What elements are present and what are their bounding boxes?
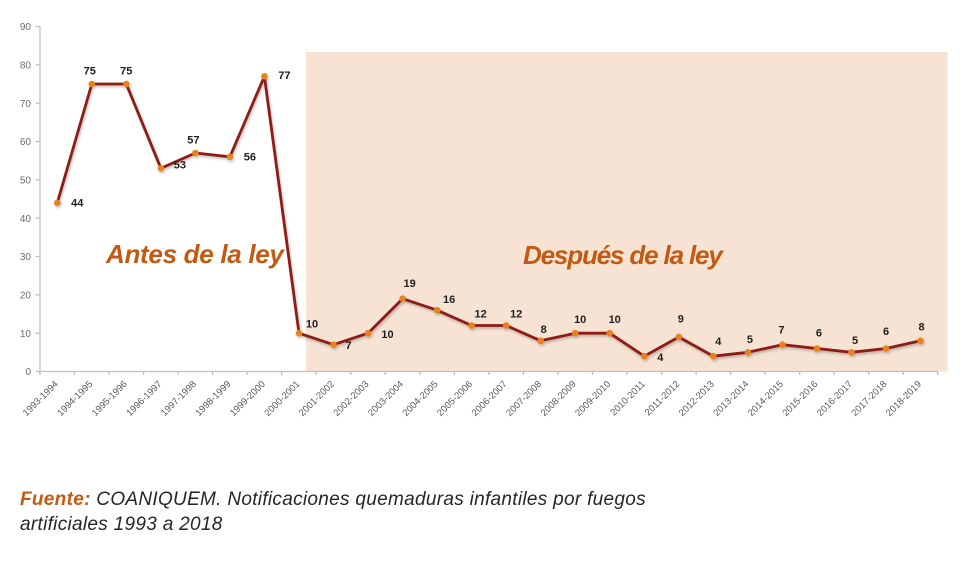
svg-text:70: 70 — [20, 99, 32, 110]
svg-text:0: 0 — [25, 367, 31, 378]
svg-text:56: 56 — [244, 152, 256, 164]
svg-text:2017-2018: 2017-2018 — [850, 379, 890, 419]
svg-text:75: 75 — [84, 65, 96, 77]
svg-text:7: 7 — [778, 325, 784, 337]
svg-text:12: 12 — [474, 308, 486, 320]
svg-text:9: 9 — [678, 313, 684, 325]
svg-text:5: 5 — [852, 335, 858, 347]
svg-text:10: 10 — [20, 329, 32, 340]
svg-text:6: 6 — [883, 326, 889, 338]
svg-text:2016-2017: 2016-2017 — [815, 379, 855, 419]
svg-text:12: 12 — [510, 308, 522, 320]
svg-text:2009-2010: 2009-2010 — [573, 379, 613, 419]
svg-text:75: 75 — [120, 65, 132, 77]
svg-text:10: 10 — [609, 314, 621, 326]
svg-text:16: 16 — [443, 294, 455, 306]
svg-text:2004-2005: 2004-2005 — [401, 379, 441, 419]
svg-text:2011-2012: 2011-2012 — [643, 379, 682, 418]
svg-text:2007-2008: 2007-2008 — [504, 379, 544, 419]
svg-text:2010-2011: 2010-2011 — [608, 379, 647, 418]
svg-text:53: 53 — [174, 160, 186, 172]
svg-text:60: 60 — [20, 137, 32, 148]
svg-text:19: 19 — [403, 278, 415, 290]
svg-text:10: 10 — [574, 314, 586, 326]
svg-text:8: 8 — [541, 324, 547, 336]
svg-text:2013-2014: 2013-2014 — [711, 379, 751, 419]
svg-text:2005-2006: 2005-2006 — [435, 379, 475, 419]
svg-text:2000-2001: 2000-2001 — [263, 379, 303, 419]
svg-text:1996-1997: 1996-1997 — [124, 379, 164, 419]
svg-text:8: 8 — [918, 322, 924, 334]
svg-text:2001-2002: 2001-2002 — [297, 379, 337, 419]
svg-text:50: 50 — [20, 175, 32, 186]
svg-text:2002-2003: 2002-2003 — [332, 379, 372, 419]
svg-text:5: 5 — [747, 334, 753, 346]
svg-text:10: 10 — [306, 319, 318, 331]
svg-text:10: 10 — [381, 329, 393, 341]
svg-text:2015-2016: 2015-2016 — [780, 379, 820, 419]
svg-text:1999-2000: 1999-2000 — [228, 379, 268, 419]
svg-text:2012-2013: 2012-2013 — [677, 379, 717, 419]
svg-text:6: 6 — [816, 327, 822, 339]
svg-text:1997-1998: 1997-1998 — [159, 379, 199, 419]
svg-text:77: 77 — [278, 70, 290, 82]
svg-text:4: 4 — [715, 336, 722, 348]
svg-text:44: 44 — [71, 198, 84, 210]
svg-text:1993-1994: 1993-1994 — [21, 379, 61, 419]
svg-text:2014-2015: 2014-2015 — [746, 379, 786, 419]
svg-text:90: 90 — [20, 22, 32, 33]
svg-text:30: 30 — [20, 252, 32, 263]
svg-text:40: 40 — [20, 214, 32, 225]
svg-text:2003-2004: 2003-2004 — [366, 379, 406, 419]
svg-text:2006-2007: 2006-2007 — [470, 379, 510, 419]
svg-text:2008-2009: 2008-2009 — [539, 379, 579, 419]
svg-text:1994-1995: 1994-1995 — [55, 379, 95, 419]
svg-text:1998-1999: 1998-1999 — [193, 379, 233, 419]
svg-text:57: 57 — [187, 135, 199, 147]
svg-text:1995-1996: 1995-1996 — [90, 379, 130, 419]
svg-text:80: 80 — [20, 60, 32, 71]
svg-text:7: 7 — [345, 340, 351, 352]
svg-text:20: 20 — [20, 290, 32, 301]
svg-text:4: 4 — [657, 352, 664, 364]
svg-text:2018-2019: 2018-2019 — [884, 379, 924, 419]
